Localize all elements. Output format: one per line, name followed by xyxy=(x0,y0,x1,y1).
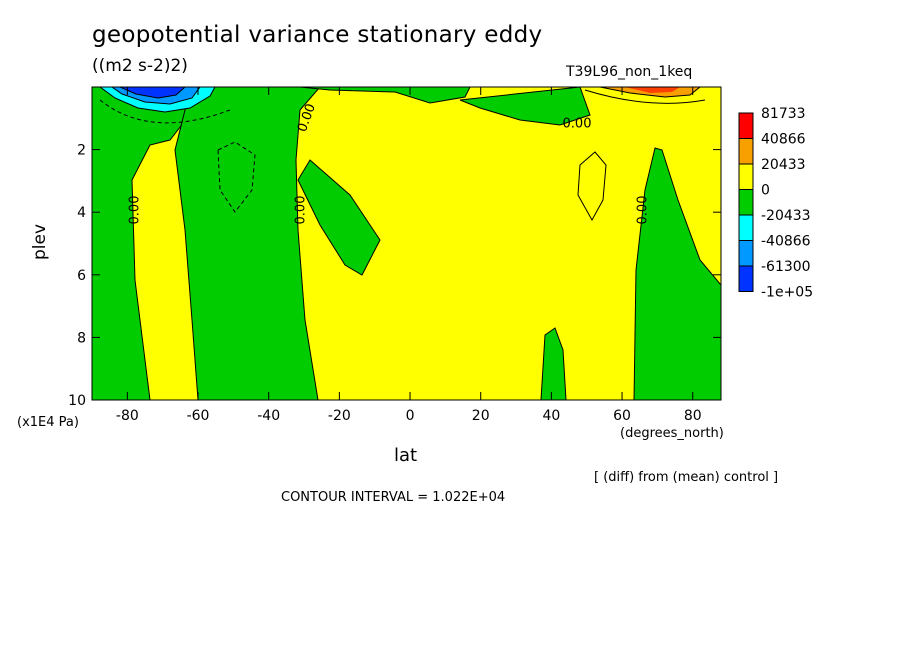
y-axis-ticks: 2 4 6 8 10 xyxy=(68,143,721,409)
y-tick-label: 6 xyxy=(77,268,86,284)
x-tick-label: 80 xyxy=(684,408,702,424)
colorbar-swatch xyxy=(738,163,754,190)
minimum-core xyxy=(119,87,186,99)
x-axis-ticks: -80 -60 -40 -20 0 20 40 60 80 xyxy=(116,87,702,424)
negative-contour-south xyxy=(217,141,256,213)
colorbar-label: 40866 xyxy=(761,132,806,148)
negative-region-midsouth xyxy=(174,87,321,400)
colorbar: 81733 40866 20433 0 -20433 -40866 -61300 -1e+05 xyxy=(738,106,813,301)
colorbar-swatch xyxy=(738,240,754,267)
colorbar-swatch xyxy=(738,214,754,241)
x-tick-label: -20 xyxy=(328,408,351,424)
colorbar-swatch xyxy=(738,112,754,139)
colorbar-label: -1e+05 xyxy=(761,285,813,301)
contour-label: 0.00 xyxy=(294,196,309,225)
negative-region-top-north xyxy=(459,87,591,126)
y-tick-label: 4 xyxy=(77,205,86,221)
negative-region-north xyxy=(633,147,721,400)
x-tick-label: -60 xyxy=(187,408,210,424)
y-tick-label: 8 xyxy=(77,330,86,346)
chart-title: geopotential variance stationary eddy xyxy=(92,22,543,48)
chart-units: ((m2 s-2)2) xyxy=(92,56,188,76)
plot-frame xyxy=(91,86,722,401)
run-label: T39L96_non_1keq xyxy=(566,64,693,80)
contour-field xyxy=(92,87,721,400)
colorbar-swatch xyxy=(738,138,754,165)
diff-note: [ (diff) from (mean) control ] xyxy=(594,470,779,485)
colorbar-label: 81733 xyxy=(761,106,806,122)
colorbar-swatch xyxy=(738,265,754,292)
y-tick-label: 2 xyxy=(77,143,86,159)
x-tick-label: -40 xyxy=(257,408,280,424)
x-tick-label: 40 xyxy=(542,408,560,424)
x-axis-label: lat xyxy=(394,445,418,466)
colorbar-label: -20433 xyxy=(761,208,811,224)
colorbar-label: 20433 xyxy=(761,157,806,173)
colorbar-label: 0 xyxy=(761,183,770,199)
x-tick-label: 0 xyxy=(406,408,415,424)
x-tick-label: -80 xyxy=(116,408,139,424)
x-tick-label: 60 xyxy=(613,408,631,424)
positive-contour-polar xyxy=(584,89,706,104)
contour-label: 0.00 xyxy=(563,117,592,132)
contour-interval: CONTOUR INTERVAL = 1.022E+04 xyxy=(281,490,506,505)
negative-region-40n xyxy=(540,327,567,400)
positive-contour-north xyxy=(577,151,607,222)
maximum-core xyxy=(625,87,680,93)
colorbar-label: -61300 xyxy=(761,259,811,275)
colorbar-label: -40866 xyxy=(761,234,811,250)
negative-lobe-subtropics xyxy=(297,159,381,276)
colorbar-swatch xyxy=(738,189,754,216)
x-axis-units: (degrees_north) xyxy=(620,426,724,441)
negative-region-top xyxy=(299,87,471,104)
contour-label: 0.00 xyxy=(636,196,651,225)
y-axis-units: (x1E4 Pa) xyxy=(17,415,79,430)
y-tick-label: 10 xyxy=(68,393,86,409)
x-tick-label: 20 xyxy=(472,408,490,424)
contour-label: 0.00 xyxy=(128,196,143,225)
